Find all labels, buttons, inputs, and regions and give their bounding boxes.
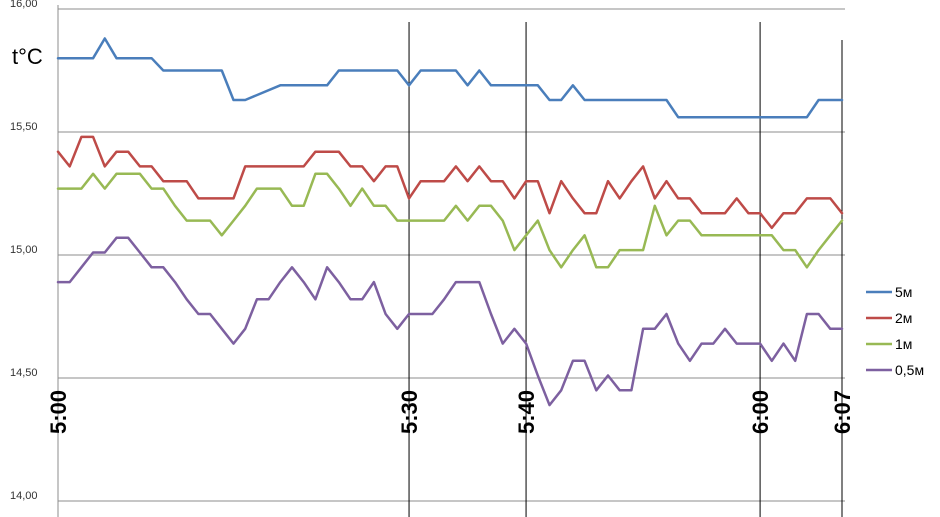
x-tick-label: 6:00 — [748, 390, 773, 434]
y-axis-unit-label: t°C — [12, 44, 43, 69]
y-axis-ticks: 14,00 14,50 15,00 15,50 16,00 — [10, 0, 38, 502]
series-line — [56, 135, 844, 230]
legend: 5м 2м 1м 0,5м — [866, 284, 924, 378]
x-tick-label: 6:07 — [830, 390, 855, 434]
y-tick-label: 14,50 — [10, 367, 38, 379]
x-tick-label: 5:40 — [514, 390, 539, 434]
legend-label: 0,5м — [895, 362, 924, 378]
time-markers — [408, 22, 843, 517]
gridlines — [57, 5, 845, 517]
y-tick-label: 15,00 — [10, 244, 38, 256]
y-tick-label: 16,00 — [10, 0, 38, 10]
y-tick-label: 15,50 — [10, 121, 38, 133]
legend-label: 1м — [895, 336, 912, 352]
series-lines — [56, 37, 844, 407]
x-tick-label: 5:30 — [397, 390, 422, 434]
series-line — [56, 172, 844, 269]
legend-label: 5м — [895, 284, 912, 300]
y-tick-label: 14,00 — [10, 490, 38, 502]
legend-label: 2м — [895, 310, 912, 326]
series-line — [56, 236, 844, 407]
x-tick-label: 5:00 — [46, 390, 71, 434]
series-line — [56, 37, 844, 119]
x-axis-ticks: 5:00 5:30 5:40 6:00 6:07 — [46, 390, 855, 434]
